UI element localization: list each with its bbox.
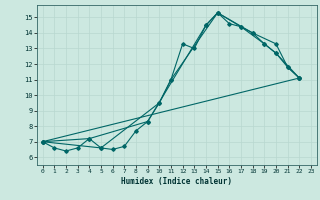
X-axis label: Humidex (Indice chaleur): Humidex (Indice chaleur): [121, 177, 232, 186]
